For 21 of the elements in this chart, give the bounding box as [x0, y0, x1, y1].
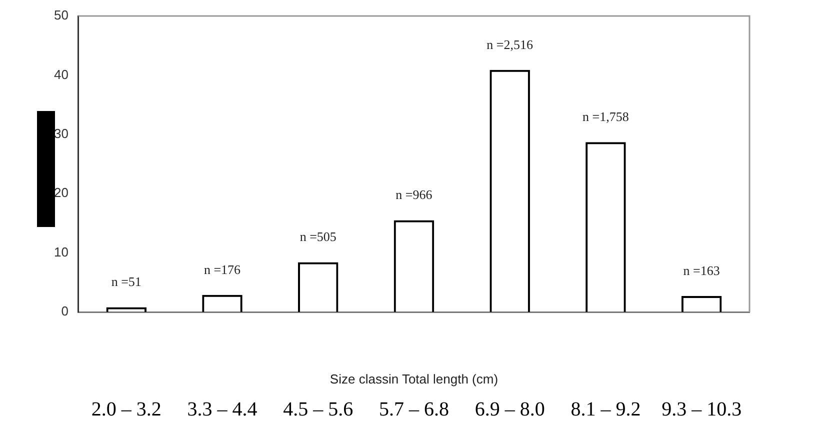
y-tick-label: 0 [61, 304, 68, 319]
annotation: n =505 [300, 229, 336, 244]
y-tick-label: 10 [54, 244, 68, 260]
y-tick-label: 20 [54, 185, 68, 200]
x-tick-label: 8.1 – 9.2 [570, 398, 641, 420]
annotation: n =176 [204, 262, 242, 277]
y-tick-label: 50 [54, 8, 68, 23]
annotation: n =966 [396, 187, 433, 202]
x-tick-label: 4.5 – 5.6 [283, 398, 354, 420]
y-tick-label: 30 [54, 126, 68, 141]
annotation: n =163 [683, 262, 720, 278]
x-axis-title: Size classin Total length (cm) [330, 372, 498, 387]
annotation: n =51 [111, 274, 142, 290]
y-tick-label: 40 [54, 66, 68, 82]
annotation: n =2,516 [486, 36, 534, 52]
x-tick-label: 2.0 – 3.2 [91, 398, 162, 420]
annotation: n =1,758 [582, 109, 629, 124]
x-tick-label: 6.9 – 8.0 [474, 398, 545, 420]
x-tick-label: 9.3 – 10.3 [662, 398, 742, 420]
x-tick-label: 3.3 – 4.4 [187, 398, 258, 420]
x-tick-label: 5.7 – 6.8 [378, 398, 449, 420]
